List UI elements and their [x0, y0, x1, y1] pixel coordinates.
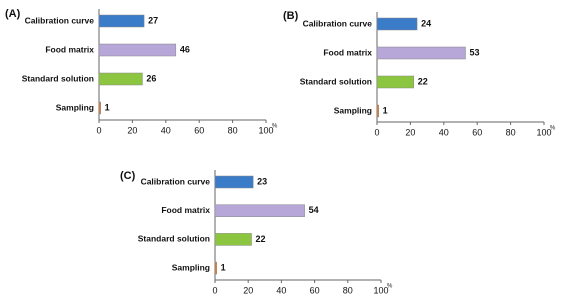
x-tick-label: 40	[161, 125, 171, 135]
x-tick-label: 100	[258, 125, 273, 135]
panel-label: (B)	[283, 10, 299, 22]
category-label: Food matrix	[45, 44, 94, 54]
category-label: Sampling	[56, 102, 94, 112]
category-label: Calibration curve	[25, 15, 95, 25]
x-tick-label: 20	[127, 125, 137, 135]
category-label: Calibration curve	[141, 176, 211, 186]
category-label: Standard solution	[22, 73, 94, 83]
value-label: 46	[180, 44, 190, 54]
bar	[98, 43, 177, 57]
category-label: Standard solution	[138, 234, 210, 244]
bar	[376, 75, 414, 89]
x-tick-label: 100	[373, 285, 388, 295]
x-axis-unit: %	[550, 126, 556, 132]
value-label: 23	[257, 176, 267, 186]
x-tick-label: 20	[405, 127, 415, 137]
bar	[376, 46, 466, 60]
bar	[214, 204, 305, 217]
bar	[98, 101, 101, 115]
x-tick-label: 40	[439, 127, 449, 137]
panel-label: (A)	[5, 8, 21, 20]
x-tick-label: 0	[212, 285, 217, 295]
value-label: 27	[148, 15, 158, 25]
category-label: Sampling	[334, 105, 372, 115]
x-tick-label: 60	[472, 127, 482, 137]
category-label: Calibration curve	[303, 18, 373, 28]
category-label: Food matrix	[323, 47, 372, 57]
x-axis-unit: %	[272, 124, 278, 130]
bar	[376, 104, 379, 118]
x-tick-label: 60	[310, 285, 320, 295]
category-label: Standard solution	[300, 76, 372, 86]
value-label: 53	[470, 47, 480, 57]
bar	[214, 261, 217, 275]
x-tick-label: 20	[243, 285, 253, 295]
bar	[98, 14, 145, 28]
x-tick-label: 80	[506, 127, 516, 137]
x-tick-label: 0	[96, 125, 101, 135]
category-label: Sampling	[172, 262, 210, 272]
x-tick-label: 80	[228, 125, 238, 135]
value-label: 1	[105, 102, 110, 112]
value-label: 26	[146, 73, 156, 83]
x-tick-label: 60	[194, 125, 204, 135]
bar	[214, 233, 252, 246]
panel-label: (C)	[120, 170, 136, 182]
bar	[376, 17, 418, 31]
bar	[214, 175, 254, 189]
x-tick-label: 80	[343, 285, 353, 295]
x-tick-label: 0	[374, 127, 379, 137]
bar	[98, 72, 143, 86]
value-label: 22	[418, 76, 428, 86]
value-label: 1	[383, 105, 388, 115]
value-label: 22	[256, 234, 266, 244]
value-label: 24	[421, 18, 431, 28]
category-label: Food matrix	[161, 205, 210, 215]
x-tick-label: 100	[536, 127, 551, 137]
x-axis-unit: %	[387, 284, 393, 290]
x-tick-label: 40	[276, 285, 286, 295]
value-label: 54	[309, 205, 319, 215]
value-label: 1	[221, 262, 226, 272]
